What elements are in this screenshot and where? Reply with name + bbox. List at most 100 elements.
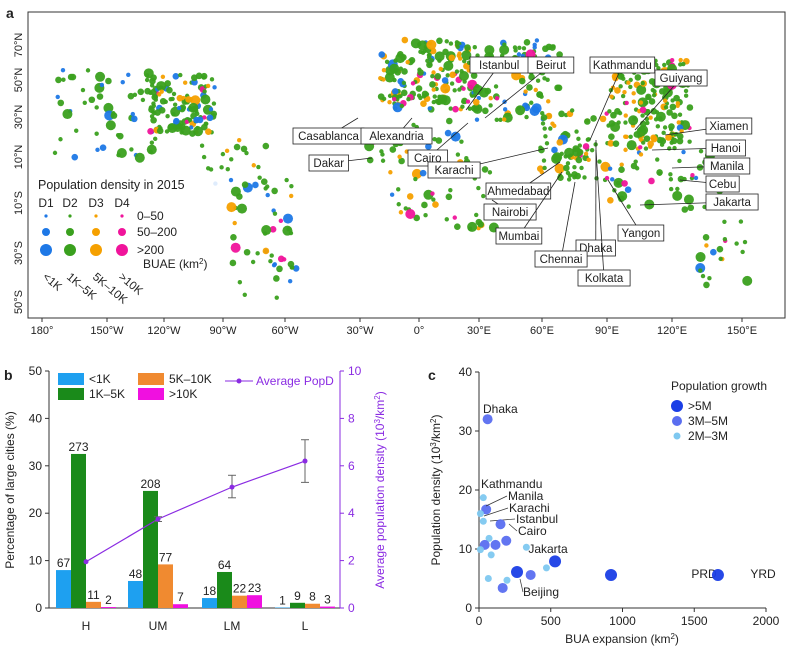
city-dot — [617, 110, 623, 116]
city-dot — [445, 117, 453, 125]
city-dot — [381, 67, 387, 73]
city-dot — [621, 76, 626, 81]
scatter-point — [485, 534, 493, 542]
city-dot — [393, 58, 398, 63]
city-dot — [698, 148, 704, 154]
city-dot — [193, 126, 204, 137]
bar->10K-UM — [173, 604, 188, 608]
city-dot — [572, 164, 577, 170]
city-dot — [396, 202, 401, 207]
city-dot — [284, 177, 289, 183]
city-dot — [166, 86, 173, 94]
city-dot — [631, 91, 636, 96]
city-dot — [638, 137, 644, 142]
city-dot — [178, 72, 183, 78]
city-dot — [690, 172, 695, 178]
city-dot — [406, 96, 411, 102]
city-dot — [677, 158, 682, 164]
city-dot — [608, 120, 616, 127]
lon-tick-label: 60°W — [271, 325, 299, 337]
city-dot — [658, 88, 666, 95]
bar-5K–10K-UM — [158, 564, 173, 608]
city-dot — [533, 87, 538, 93]
city-dot — [441, 77, 449, 84]
city-dot — [289, 183, 294, 189]
city-label-guiyang: Guiyang — [660, 73, 703, 85]
callout-box — [577, 269, 631, 287]
scatter-point — [484, 575, 492, 582]
callout-leader — [518, 171, 563, 237]
city-dot — [388, 170, 393, 175]
city-label-chennai: Chennai — [540, 254, 583, 266]
x-category-label: H — [82, 619, 91, 633]
text-part: 3 — [429, 442, 438, 447]
city-dot — [607, 196, 614, 204]
city-dot — [237, 280, 243, 285]
popd-point — [155, 516, 161, 522]
city-dot — [467, 226, 473, 232]
city-dot — [389, 146, 397, 153]
city-dot — [419, 169, 427, 177]
city-dot — [381, 96, 387, 102]
lat-tick-label: 10°N — [13, 145, 25, 170]
city-dot — [111, 111, 116, 116]
city-dot — [542, 126, 547, 131]
city-dot — [529, 100, 534, 105]
city-dot — [80, 87, 86, 93]
city-dot — [459, 139, 464, 144]
city-dot — [634, 74, 642, 81]
city-dot — [429, 58, 434, 63]
city-dot — [230, 233, 237, 241]
lon-tick-label: 120°E — [657, 325, 687, 337]
scatter-point-manila — [481, 504, 492, 515]
city-dot — [707, 276, 712, 281]
city-dot — [617, 191, 628, 202]
y-tick-label: 30 — [459, 424, 473, 438]
city-dot — [650, 108, 658, 115]
city-dot — [230, 186, 241, 197]
city-dot — [683, 194, 694, 205]
x-category-label: L — [302, 619, 309, 633]
city-dot — [55, 94, 60, 100]
city-dot — [265, 192, 270, 198]
city-dot — [659, 142, 665, 147]
y-tick-label: 40 — [459, 365, 473, 379]
city-dot — [396, 187, 401, 192]
scatter-point — [501, 535, 512, 546]
scatter-point-kathmandu — [479, 494, 487, 502]
city-dot — [260, 178, 268, 185]
callout-box — [654, 69, 708, 87]
city-dot — [677, 175, 685, 183]
lat-tick-label: 50°S — [13, 290, 25, 314]
city-dot — [464, 44, 471, 51]
city-dot — [418, 95, 423, 101]
city-dot — [647, 140, 654, 148]
city-dot — [273, 275, 280, 282]
city-dot — [461, 50, 472, 61]
city-dot — [645, 108, 651, 114]
legend-title: Population density in 2015 — [38, 178, 185, 192]
city-dot — [262, 231, 268, 236]
x-tick-label: 1000 — [609, 614, 636, 628]
city-dot — [442, 48, 449, 56]
y2-tick-label: 2 — [348, 554, 355, 568]
city-dot — [456, 53, 461, 58]
legend-label: Average PopD — [256, 374, 334, 388]
city-dot — [413, 176, 418, 182]
city-dot — [426, 39, 437, 50]
city-dot — [619, 162, 624, 167]
city-dot — [722, 219, 727, 224]
city-dot — [656, 169, 663, 176]
city-dot — [552, 123, 557, 129]
city-dot — [677, 112, 683, 117]
city-dot — [569, 108, 575, 113]
city-dot — [667, 146, 672, 151]
city-dot — [156, 81, 167, 92]
city-dot — [127, 92, 135, 100]
city-dot — [498, 117, 503, 122]
city-dot — [648, 177, 655, 185]
city-dot — [173, 117, 180, 125]
city-dot — [430, 73, 435, 79]
city-dot — [668, 186, 674, 192]
city-dot — [431, 87, 436, 92]
